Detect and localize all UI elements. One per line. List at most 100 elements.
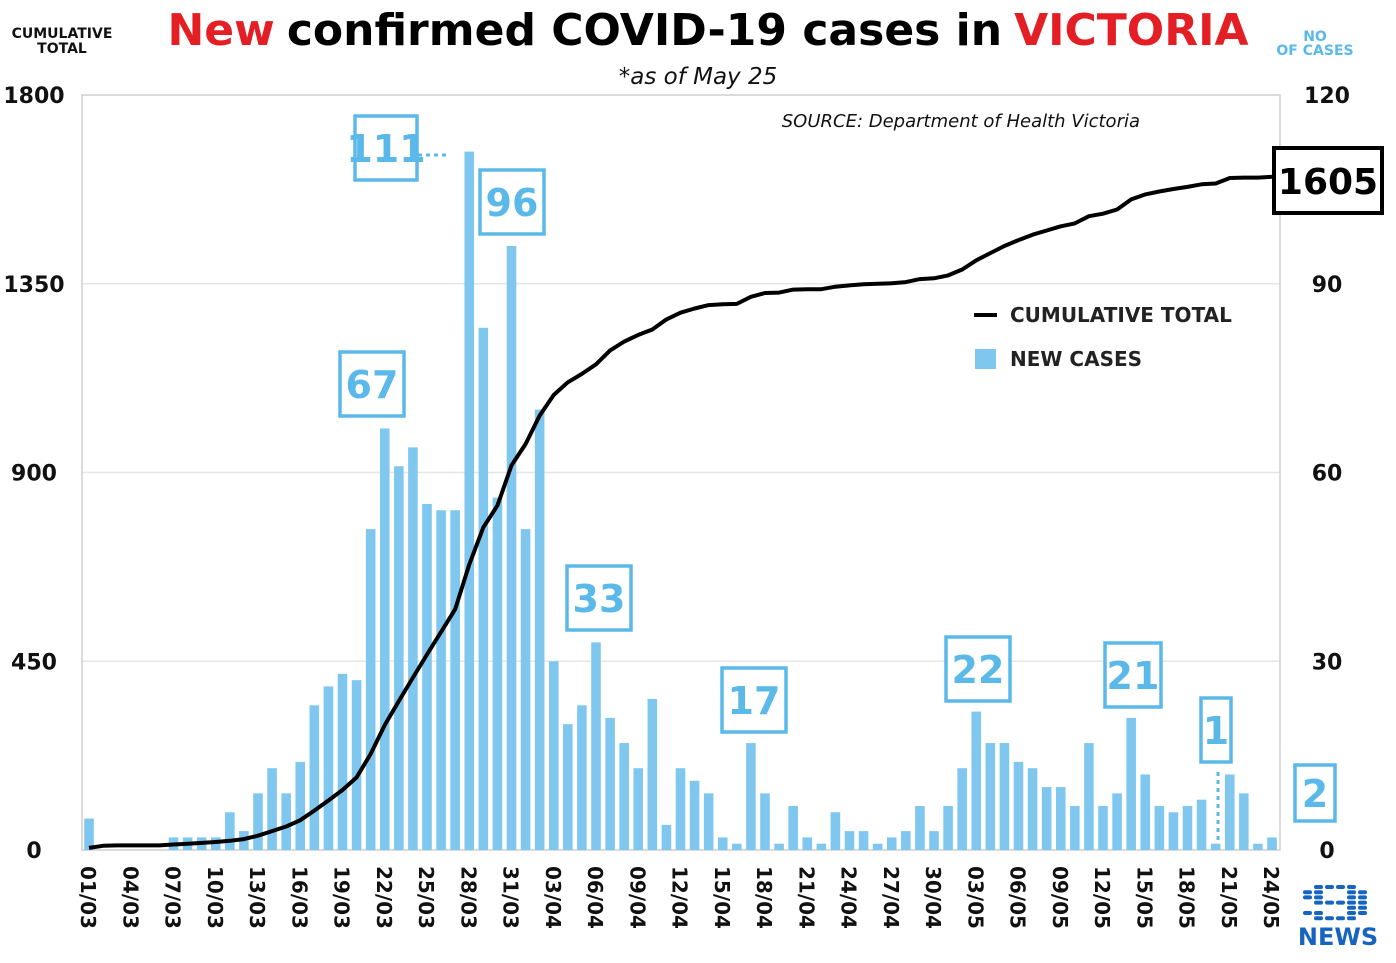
logo-dot [1303, 890, 1312, 895]
annotation-label: 21 [1107, 654, 1160, 698]
logo-dot [1347, 900, 1356, 905]
annotation-label: 2 [1302, 772, 1328, 816]
bar [408, 447, 418, 850]
new-cases-bars [84, 151, 1277, 851]
bar [1196, 799, 1207, 850]
cumulative-total-line [88, 174, 1273, 850]
bar [563, 724, 573, 850]
bar [1168, 812, 1179, 850]
bar [506, 246, 517, 850]
logo-dot [1347, 911, 1356, 915]
logo-dot [1358, 905, 1367, 910]
bar [267, 768, 277, 850]
annotation-box [338, 350, 406, 418]
title-word-new: New [167, 5, 274, 56]
annotation-box [478, 168, 546, 236]
x-tick-label: 10/03 [203, 866, 227, 929]
title-middle: confirmed COVID-19 cases in [287, 5, 1002, 56]
bar [619, 743, 629, 850]
left-tick-label: 450 [11, 650, 57, 675]
bar [858, 831, 869, 850]
logo-dot [1358, 911, 1367, 915]
annotation-box [944, 635, 1012, 703]
bar [394, 466, 404, 850]
annotation-box [1199, 696, 1233, 764]
left-axis-caption-line1: CUMULATIVE [12, 26, 113, 42]
latest-total-callout: 1605 [1272, 146, 1384, 215]
x-tick-label: 12/04 [668, 866, 692, 929]
bar [647, 699, 658, 850]
annotation-label: 1 [1203, 709, 1229, 753]
x-tick-label: 18/05 [1175, 866, 1199, 929]
x-tick-label: 21/05 [1217, 866, 1241, 929]
logo-text: NEWS [1298, 923, 1378, 951]
bar [717, 837, 728, 850]
left-tick-label: 1800 [3, 84, 64, 109]
logo-dot [1314, 895, 1323, 900]
bar [478, 327, 489, 851]
x-tick-label: 09/04 [625, 866, 649, 929]
logo-dot [1314, 911, 1323, 915]
logo-dot [1336, 885, 1345, 889]
x-tick-label: 12/05 [1090, 866, 1114, 929]
x-tick-label: 21/04 [794, 866, 818, 929]
logo-dot [1347, 890, 1356, 895]
bar [675, 768, 686, 850]
annotation-label: 22 [952, 648, 1005, 692]
logo-dot [1358, 895, 1367, 900]
bar [774, 843, 784, 850]
bar [661, 824, 672, 850]
bar [746, 743, 756, 850]
x-tick-label: 18/04 [752, 866, 776, 929]
bar [351, 680, 362, 850]
legend-bar-label: NEW CASES [1010, 347, 1142, 371]
x-tick-label: 25/03 [414, 866, 438, 929]
bar [886, 837, 897, 850]
logo-dot [1325, 916, 1334, 921]
right-tick-label: 60 [1312, 462, 1343, 487]
logo-dot [1325, 900, 1334, 905]
logo-dot [1303, 911, 1312, 915]
x-tick-label: 03/05 [963, 866, 987, 929]
bar [422, 503, 432, 850]
right-tick-label: 120 [1304, 84, 1350, 109]
x-tick-label: 28/03 [456, 866, 480, 929]
x-tick-label: 09/05 [1048, 866, 1072, 929]
left-tick-label: 1350 [3, 273, 64, 298]
nine-news-logo: NEWS [1298, 885, 1378, 951]
bar [872, 843, 883, 850]
annotation-box [1293, 763, 1337, 823]
bar [225, 812, 235, 850]
bar [295, 761, 306, 850]
nine-logo-mark [1303, 885, 1367, 921]
chart-subtitle: *as of May 25 [619, 64, 778, 90]
annotation-label: 67 [346, 363, 399, 407]
x-tick-label: 16/03 [287, 866, 311, 929]
bar [605, 717, 615, 850]
bar [436, 510, 446, 850]
x-tick-label: 27/04 [879, 866, 903, 929]
bar [985, 743, 996, 850]
bar [1224, 774, 1235, 850]
latest-total-value: 1605 [1278, 162, 1378, 203]
legend: CUMULATIVE TOTAL NEW CASES [974, 303, 1232, 371]
right-axis-caption-line2: OF CASES [1276, 43, 1353, 59]
bar [689, 780, 700, 850]
x-tick-label: 06/04 [583, 866, 607, 929]
right-axis-ticks: 0 30 60 90 120 [1304, 84, 1350, 864]
bar [1253, 843, 1263, 850]
latest-total-box [1272, 146, 1384, 215]
x-tick-label: 01/03 [76, 866, 100, 929]
bar [520, 529, 531, 850]
x-axis-ticks: 01/03 04/03 07/03 10/03 13/03 16/03 19/03 22/03… [76, 866, 1283, 929]
bar [1210, 843, 1221, 850]
bar [901, 831, 911, 850]
x-tick-label: 19/03 [330, 866, 354, 929]
bar [788, 805, 798, 850]
bar [915, 805, 925, 850]
bar [309, 705, 320, 850]
bar [464, 151, 475, 850]
bar [971, 711, 982, 850]
bar [844, 831, 855, 850]
left-axis-caption-line2: TOTAL [37, 41, 87, 57]
